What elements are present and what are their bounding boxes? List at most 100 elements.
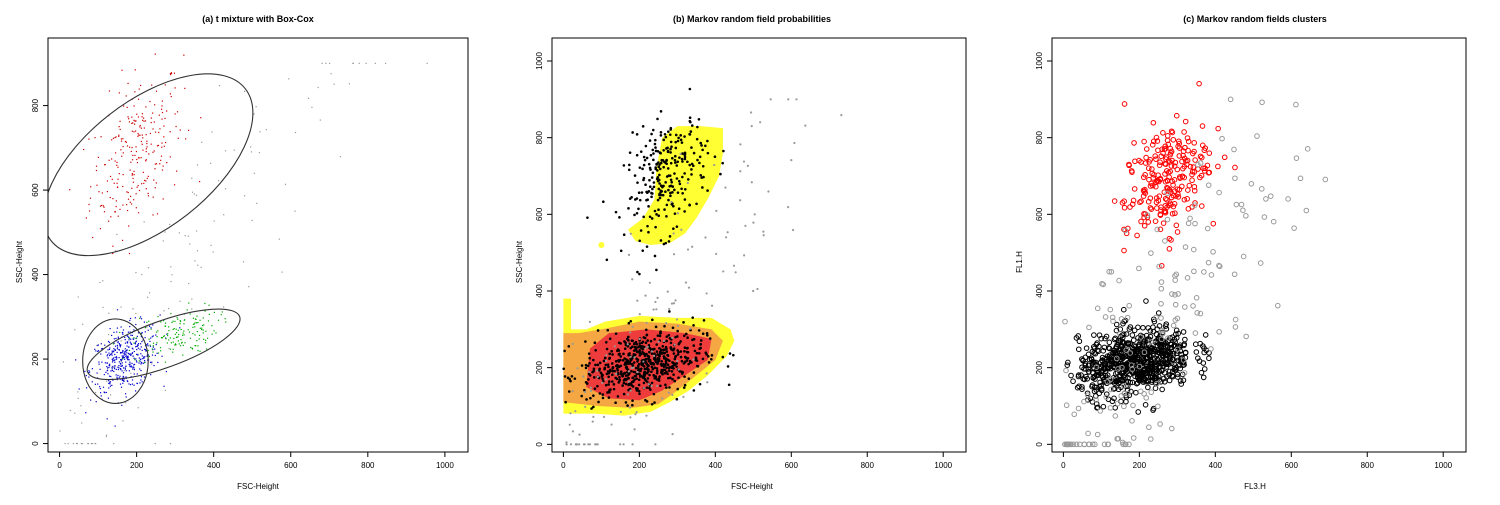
data-point: [569, 412, 572, 415]
data-point: [637, 389, 641, 393]
data-point: [1198, 203, 1205, 209]
data-point: [586, 364, 590, 368]
data-point: [116, 351, 118, 353]
data-point: [1081, 441, 1087, 448]
x-tick-label: 0: [561, 461, 566, 470]
data-point: [129, 341, 131, 343]
data-point: [1227, 96, 1234, 103]
data-point: [650, 402, 654, 406]
data-point: [662, 368, 666, 372]
data-point: [114, 359, 116, 361]
data-point: [643, 373, 647, 377]
data-point: [1172, 339, 1178, 345]
data-point: [1161, 189, 1168, 195]
data-point: [201, 327, 203, 329]
data-point: [592, 405, 595, 409]
data-point: [120, 344, 122, 346]
data-point: [127, 331, 130, 333]
data-point: [325, 62, 327, 64]
y-tick-label: 800: [1035, 130, 1044, 144]
data-point: [1109, 314, 1116, 321]
data-point: [588, 443, 592, 446]
data-point: [138, 189, 141, 192]
data-point: [140, 318, 143, 320]
data-point: [671, 336, 674, 340]
data-point: [1096, 390, 1102, 397]
data-point: [149, 344, 151, 346]
data-point: [1192, 202, 1198, 208]
data-point: [669, 178, 673, 182]
data-point: [1149, 374, 1156, 380]
data-point: [635, 411, 638, 414]
data-point: [622, 233, 626, 237]
data-point: [1148, 339, 1154, 345]
data-point: [676, 324, 680, 328]
data-point: [106, 191, 109, 193]
data-point: [122, 351, 124, 353]
data-point: [713, 163, 716, 167]
data-point: [715, 252, 718, 256]
data-point: [191, 298, 193, 300]
data-point: [171, 274, 173, 276]
data-point: [638, 198, 642, 202]
data-point: [619, 443, 622, 446]
data-point: [97, 156, 100, 158]
data-point: [1086, 324, 1092, 331]
data-point: [76, 442, 78, 445]
data-point: [591, 420, 594, 423]
data-point: [655, 343, 658, 346]
data-point: [661, 185, 664, 189]
data-point: [145, 160, 147, 162]
data-point: [629, 416, 632, 419]
data-point: [152, 112, 154, 114]
data-point: [625, 358, 628, 361]
data-point: [1192, 330, 1199, 336]
data-point: [161, 142, 163, 144]
data-point: [673, 362, 676, 366]
data-point: [152, 335, 154, 337]
data-point: [128, 336, 130, 338]
data-point: [1091, 332, 1097, 338]
data-point: [570, 374, 574, 378]
data-point: [1197, 153, 1204, 160]
data-point: [675, 318, 679, 321]
data-point: [631, 376, 634, 380]
data-point: [574, 443, 577, 446]
data-point: [281, 271, 283, 273]
data-point: [679, 350, 683, 353]
data-point: [670, 180, 673, 184]
data-point: [646, 339, 649, 342]
data-point: [95, 165, 98, 167]
data-point: [136, 158, 138, 161]
data-point: [112, 137, 115, 139]
data-point: [1126, 351, 1132, 358]
data-point: [108, 341, 111, 344]
data-point: [143, 361, 146, 364]
plot-frame: [47, 37, 469, 453]
data-point: [1153, 331, 1160, 338]
data-point: [1168, 425, 1175, 432]
data-point: [174, 344, 176, 346]
data-point: [118, 134, 120, 136]
data-point: [622, 352, 625, 356]
data-point: [149, 340, 151, 342]
data-point: [150, 374, 152, 376]
data-point: [154, 53, 156, 55]
data-point: [651, 192, 654, 195]
data-point: [634, 374, 637, 378]
data-point: [644, 347, 647, 350]
data-point: [1164, 360, 1171, 367]
data-point: [728, 352, 732, 355]
panel-a-ylabel: SSC-Height: [15, 240, 24, 283]
data-point: [133, 337, 135, 339]
data-point: [141, 362, 143, 364]
data-point: [96, 372, 98, 374]
data-point: [1101, 361, 1108, 368]
y-tick-label: 600: [1035, 207, 1044, 221]
data-point: [109, 175, 112, 178]
data-point: [136, 345, 138, 348]
data-point: [1161, 378, 1168, 385]
data-point: [694, 356, 698, 359]
data-point: [1174, 371, 1181, 378]
data-point: [1173, 327, 1180, 334]
